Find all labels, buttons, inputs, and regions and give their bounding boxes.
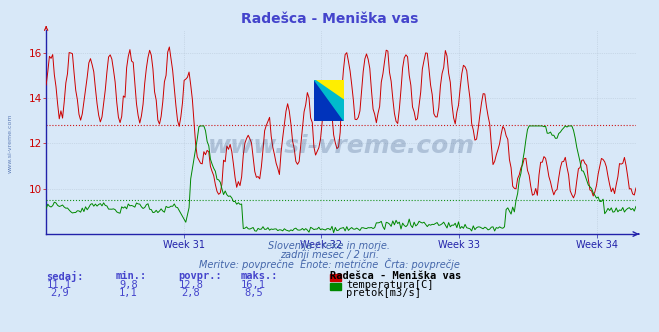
Text: temperatura[C]: temperatura[C] [346,280,434,290]
Text: maks.:: maks.: [241,271,278,281]
Text: 11,1: 11,1 [47,280,72,290]
Text: www.si-vreme.com: www.si-vreme.com [208,134,474,158]
Text: Meritve: povprečne  Enote: metrične  Črta: povprečje: Meritve: povprečne Enote: metrične Črta:… [199,258,460,270]
Polygon shape [314,80,344,121]
Text: 12,8: 12,8 [179,280,204,290]
Text: Radešca - Meniška vas: Radešca - Meniška vas [241,12,418,26]
Text: 2,9: 2,9 [50,288,69,298]
Text: 2,8: 2,8 [182,288,200,298]
Text: 16,1: 16,1 [241,280,266,290]
Text: 8,5: 8,5 [244,288,263,298]
Polygon shape [314,80,344,100]
Text: 9,8: 9,8 [119,280,138,290]
Text: www.si-vreme.com: www.si-vreme.com [8,113,13,173]
Text: zadnji mesec / 2 uri.: zadnji mesec / 2 uri. [280,250,379,260]
Text: Radešca - Meniška vas: Radešca - Meniška vas [330,271,461,281]
Text: povpr.:: povpr.: [178,271,221,281]
Text: Slovenija / reke in morje.: Slovenija / reke in morje. [268,241,391,251]
Text: sedaj:: sedaj: [46,271,84,282]
Polygon shape [314,80,344,121]
Text: min.:: min.: [115,271,146,281]
Text: pretok[m3/s]: pretok[m3/s] [346,288,421,298]
Text: 1,1: 1,1 [119,288,138,298]
